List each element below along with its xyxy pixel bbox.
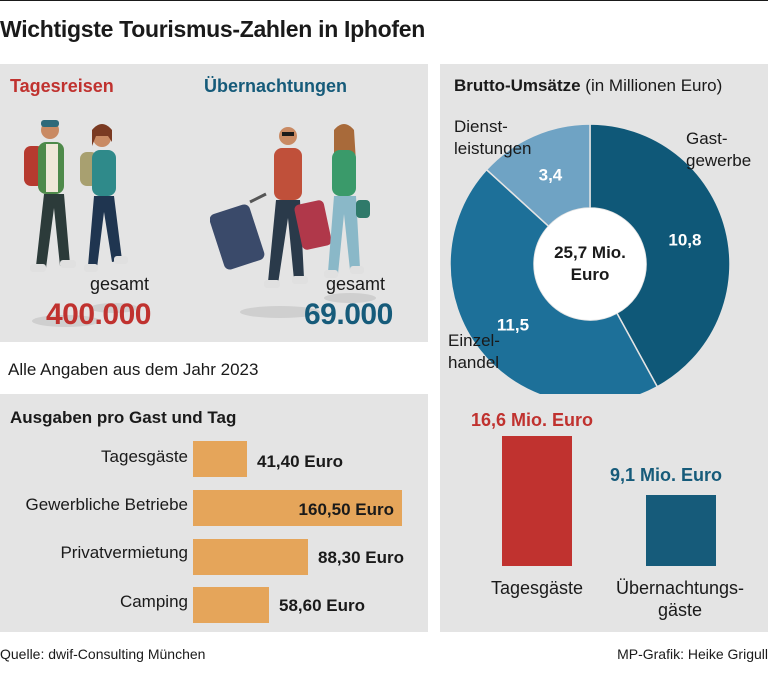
column-value-uebernachtungsgaeste: 9,1 Mio. Euro bbox=[610, 465, 723, 485]
revenue-title-unit: (in Millionen Euro) bbox=[580, 76, 723, 95]
spend-label-tagesgaeste: Tagesgäste bbox=[101, 447, 188, 466]
donut-slices: 10,8 11,5 3,4 bbox=[449, 123, 731, 394]
spend-bar-camping bbox=[193, 587, 269, 623]
day-trips-total-label: gesamt bbox=[90, 274, 150, 294]
label-gastgewerbe-2: gewerbe bbox=[686, 151, 751, 170]
donut-value-dienstleistungen: 3,4 bbox=[539, 165, 563, 184]
donut-value-gastgewerbe: 10,8 bbox=[668, 231, 701, 250]
year-note: Alle Angaben aus dem Jahr 2023 bbox=[8, 360, 259, 379]
note-panel: Alle Angaben aus dem Jahr 2023 bbox=[0, 348, 428, 392]
visitors-panel: Tagesreisen Übernachtungen bbox=[0, 64, 428, 342]
label-einzelhandel-1: Einzel- bbox=[448, 331, 500, 350]
overnight-total-label: gesamt bbox=[326, 274, 386, 294]
column-label-uebernachtungsgaeste-1: Übernachtungs- bbox=[615, 578, 745, 598]
label-dienstleistungen-1: Dienst- bbox=[454, 117, 508, 136]
donut-hole bbox=[534, 208, 646, 320]
day-trips-total-value: 400.000 bbox=[46, 298, 151, 331]
overnight-total-value: 69.000 bbox=[304, 298, 393, 331]
donut-center-line2: Euro bbox=[571, 265, 610, 284]
spend-value-camping: 58,60 Euro bbox=[279, 596, 365, 615]
page-title: Wichtigste Tourismus-Zahlen in Iphofen bbox=[0, 16, 425, 42]
label-dienstleistungen-2: leistungen bbox=[454, 139, 532, 158]
overnight-heading: Übernachtungen bbox=[204, 76, 348, 96]
revenue-column-chart: 16,6 Mio. Euro Tagesgäste 9,1 Mio. Euro … bbox=[440, 394, 768, 632]
label-einzelhandel-2: handel bbox=[448, 353, 499, 372]
spend-value-gewerbliche-betriebe: 160,50 Euro bbox=[298, 500, 394, 519]
revenue-title: Brutto-Umsätze (in Millionen Euro) bbox=[454, 76, 722, 96]
day-trips-heading: Tagesreisen bbox=[10, 76, 114, 96]
spend-label-privatvermietung: Privatvermietung bbox=[60, 543, 188, 562]
donut-slice-einzelhandel bbox=[449, 168, 659, 394]
spending-title: Ausgaben pro Gast und Tag bbox=[10, 408, 237, 427]
label-gastgewerbe-1: Gast- bbox=[686, 129, 728, 148]
revenue-panel: Brutto-Umsätze (in Millionen Euro) 10,8 1… bbox=[440, 64, 768, 632]
spend-value-tagesgaeste: 41,40 Euro bbox=[257, 452, 343, 471]
column-label-uebernachtungsgaeste-2: gäste bbox=[657, 600, 703, 620]
column-label-tagesgaeste: Tagesgäste bbox=[490, 578, 584, 598]
revenue-donut-chart: 10,8 11,5 3,4 25,7 Mio. Euro Dienst- leist… bbox=[448, 117, 751, 394]
spend-label-gewerbliche-betriebe: Gewerbliche Betriebe bbox=[25, 495, 188, 514]
graphic-credit: MP-Grafik: Heike Grigull bbox=[617, 646, 768, 662]
donut-center-line1: 25,7 Mio. bbox=[554, 243, 626, 262]
column-bar-uebernachtungsgaeste bbox=[646, 495, 716, 566]
revenue-title-bold: Brutto-Umsätze bbox=[454, 76, 581, 95]
column-bar-tagesgaeste bbox=[502, 436, 572, 566]
spend-bar-tagesgaeste bbox=[193, 441, 247, 477]
column-value-tagesgaeste: 16,6 Mio. Euro bbox=[471, 410, 594, 430]
spend-bar-gewerbliche-betriebe bbox=[193, 490, 402, 526]
hikers-illustration bbox=[24, 120, 138, 327]
spend-value-privatvermietung: 88,30 Euro bbox=[318, 548, 404, 567]
spending-panel: Ausgaben pro Gast und Tag Tagesgäste 41,… bbox=[0, 394, 428, 632]
top-rule bbox=[0, 0, 768, 1]
spend-label-camping: Camping bbox=[119, 592, 188, 611]
source-note: Quelle: dwif-Consulting München bbox=[0, 646, 206, 662]
spend-bar-privatvermietung bbox=[193, 539, 308, 575]
travellers-illustration bbox=[210, 124, 376, 318]
donut-value-einzelhandel: 11,5 bbox=[497, 316, 529, 335]
